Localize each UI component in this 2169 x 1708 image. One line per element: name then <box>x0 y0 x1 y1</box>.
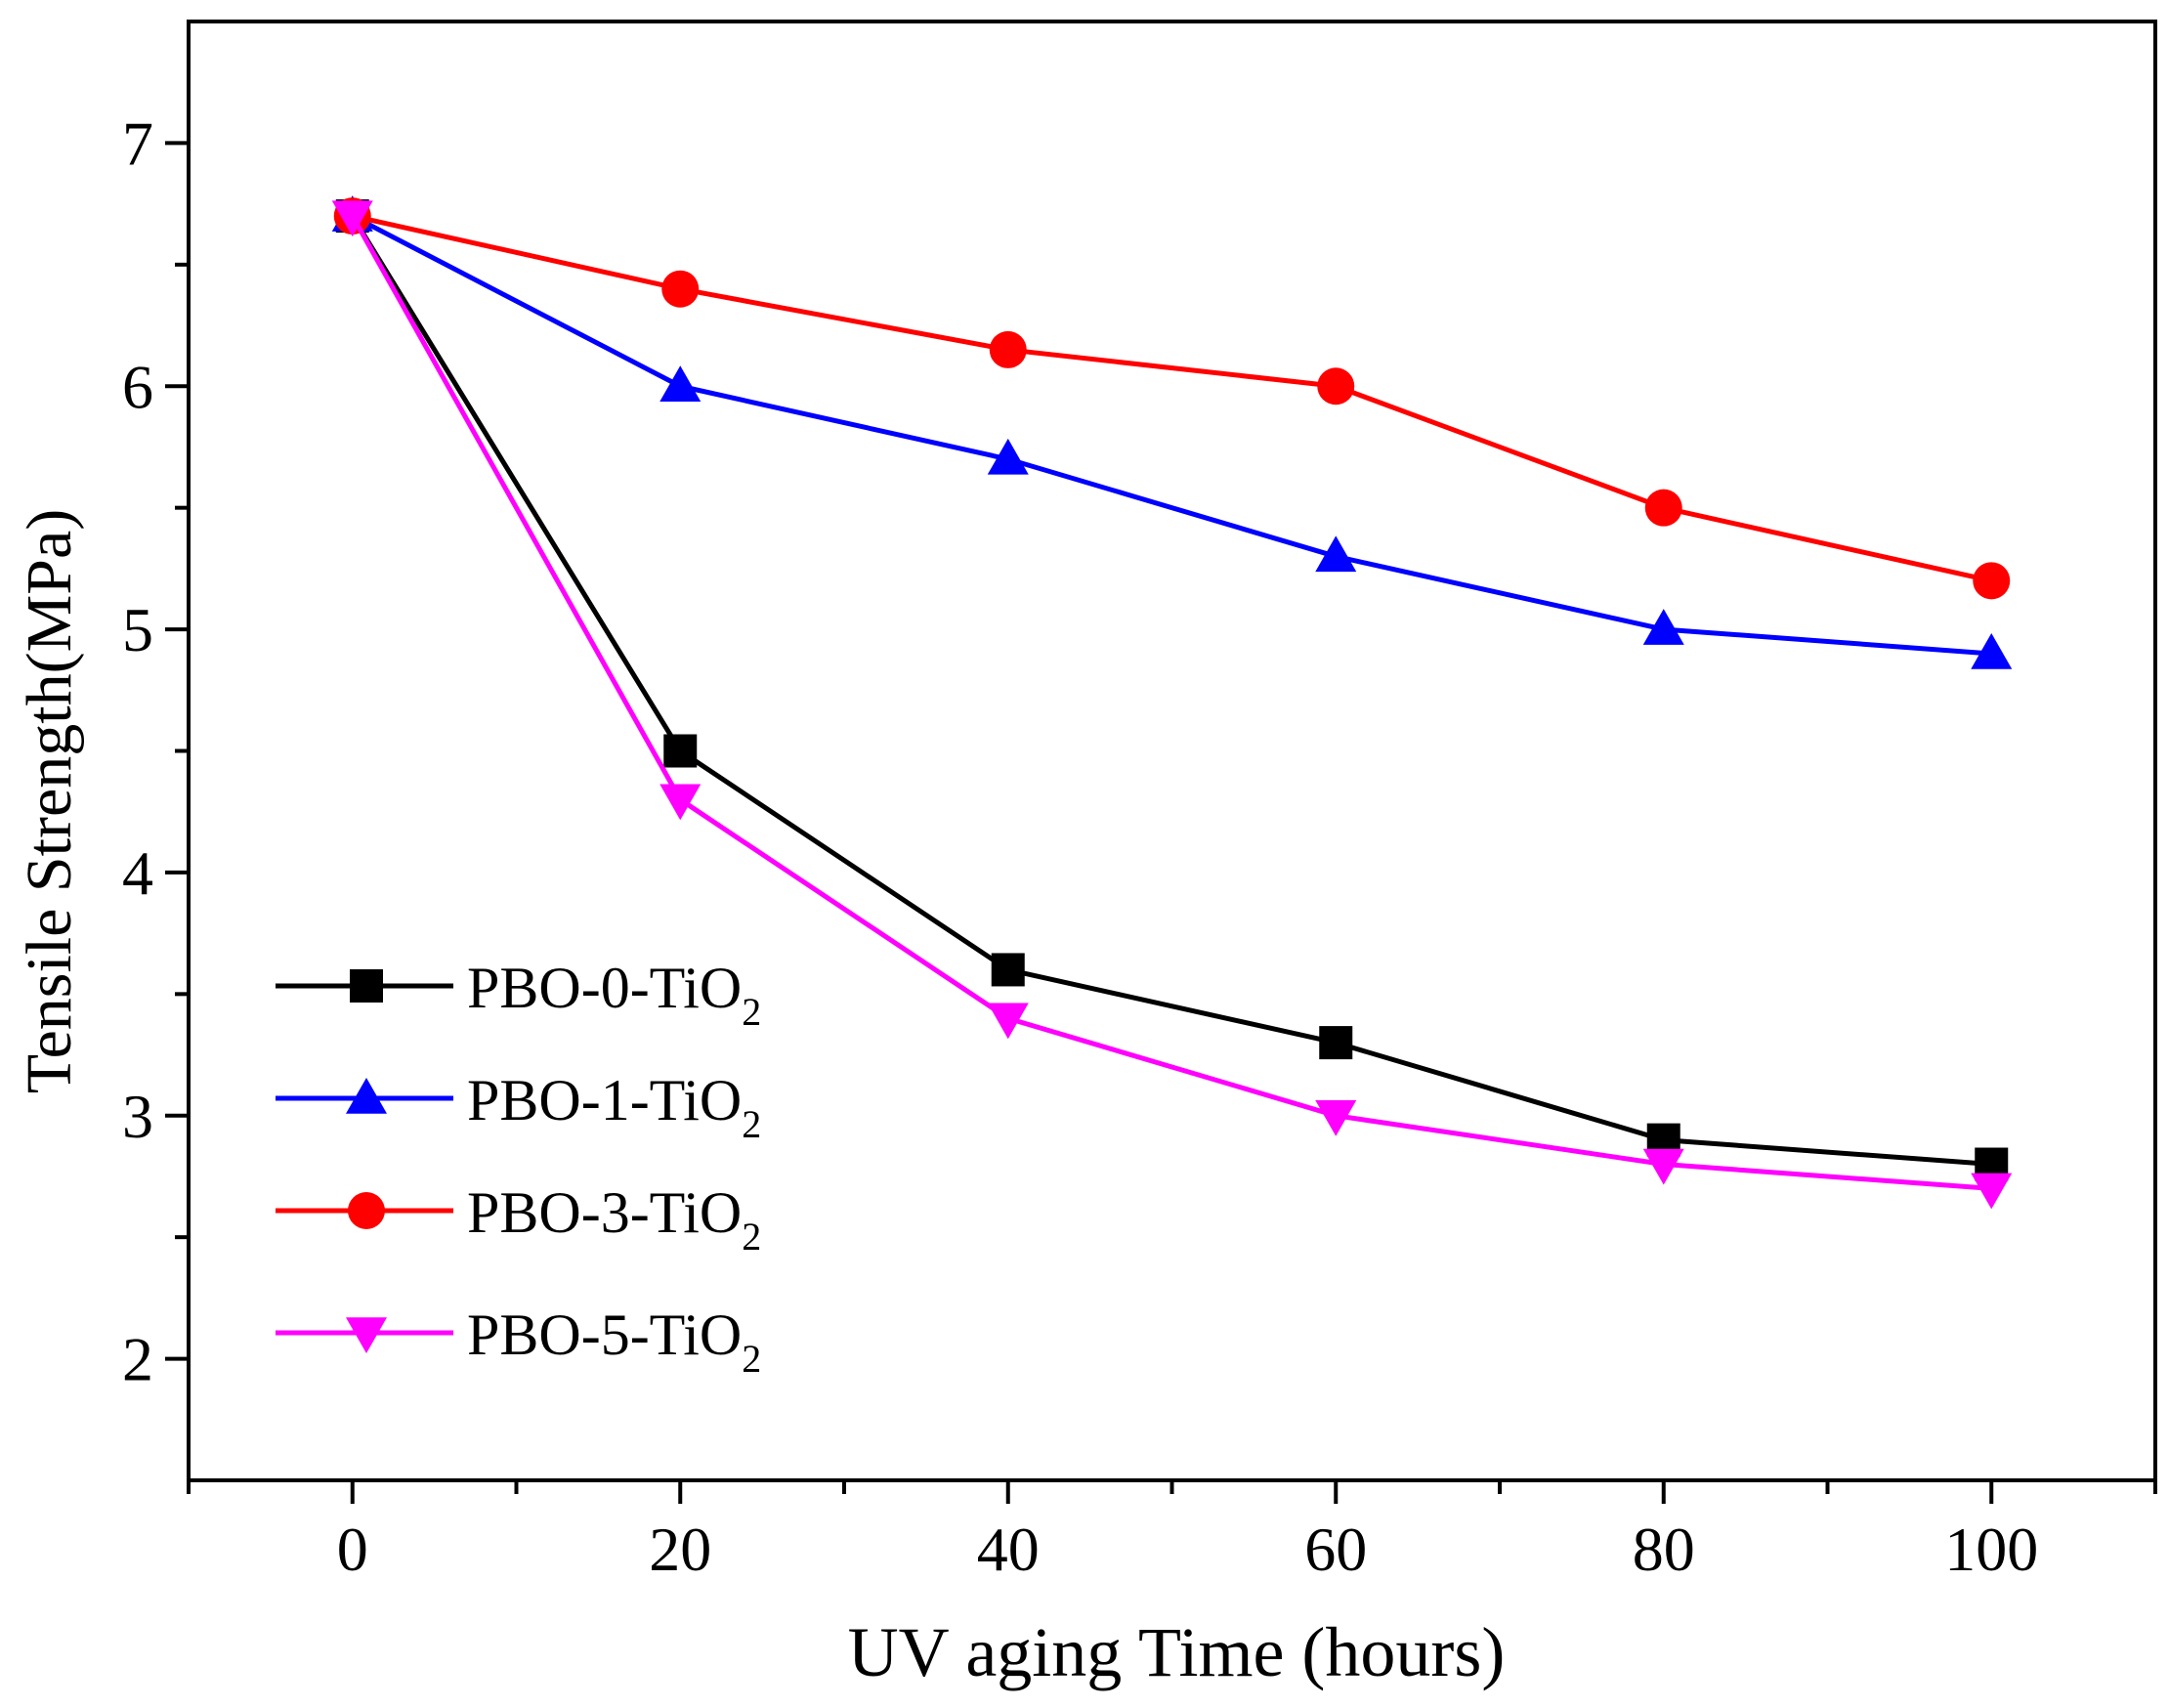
x-axis-title: UV aging Time (hours) <box>848 1613 1506 1691</box>
legend-marker <box>346 1317 387 1353</box>
y-tick-label: 2 <box>122 1325 153 1394</box>
legend-label: PBO-3-TiO2 <box>467 1180 761 1259</box>
legend-entry: PBO-0-TiO2 <box>276 956 761 1034</box>
data-point <box>659 784 702 821</box>
data-point <box>987 1003 1029 1040</box>
legend-label-text: PBO-0-TiO <box>467 956 742 1020</box>
legend-marker <box>350 969 383 1003</box>
data-point <box>991 953 1025 987</box>
legend-label-subscript: 2 <box>742 1215 761 1259</box>
y-tick-label: 7 <box>122 108 153 178</box>
legend-label: PBO-5-TiO2 <box>467 1302 761 1381</box>
x-tick-label: 100 <box>1944 1515 2038 1584</box>
data-point <box>1971 632 2013 669</box>
legend-label: PBO-0-TiO2 <box>467 956 761 1034</box>
legend-marker <box>346 1078 387 1114</box>
data-point <box>1973 562 2011 600</box>
series-group <box>331 195 2013 1210</box>
data-point <box>987 438 1029 475</box>
x-tick-label: 0 <box>337 1515 368 1584</box>
data-point <box>1317 367 1355 406</box>
data-point <box>1315 535 1357 573</box>
legend-label-text: PBO-1-TiO <box>467 1068 742 1132</box>
y-tick-label: 4 <box>122 838 153 908</box>
data-point <box>331 200 373 237</box>
legend-label: PBO-1-TiO2 <box>467 1068 761 1146</box>
legend-label-subscript: 2 <box>742 990 761 1034</box>
legend-entry: PBO-3-TiO2 <box>276 1180 761 1259</box>
data-point <box>989 330 1027 368</box>
series-3 <box>331 200 2013 1210</box>
data-point <box>1971 1173 2013 1210</box>
axes: 0 20 40 60 80 100 2 3 4 5 6 7 <box>122 20 2157 1584</box>
data-point <box>663 734 698 768</box>
data-point <box>1642 609 1684 645</box>
legend-label-text: PBO-3-TiO <box>467 1180 742 1245</box>
y-axis-title: Tensile Strength(MPa) <box>14 509 85 1093</box>
series-line <box>352 213 1992 583</box>
legend-label-text: PBO-5-TiO <box>467 1302 742 1367</box>
legend-label-subscript: 2 <box>742 1337 761 1381</box>
x-tick-label: 40 <box>977 1515 1040 1584</box>
series-line <box>350 214 1992 1168</box>
y-tick-label: 5 <box>122 595 153 664</box>
x-tick-label: 80 <box>1633 1515 1695 1584</box>
legend-entry: PBO-1-TiO2 <box>276 1068 761 1146</box>
data-point <box>1644 489 1682 527</box>
y-tick-label: 3 <box>122 1082 153 1151</box>
data-point <box>1319 1026 1353 1060</box>
x-tick-label: 20 <box>649 1515 711 1584</box>
legend-entry: PBO-5-TiO2 <box>276 1302 761 1381</box>
x-tick-label: 60 <box>1304 1515 1367 1584</box>
legend-marker <box>348 1192 385 1229</box>
data-point <box>659 365 702 402</box>
data-point <box>1315 1100 1357 1136</box>
legend-label-subscript: 2 <box>742 1102 761 1146</box>
series-line <box>350 214 1992 1191</box>
data-point <box>661 270 700 308</box>
y-tick-label: 6 <box>122 352 153 421</box>
series-line <box>351 213 1992 657</box>
data-point <box>1642 1148 1684 1185</box>
